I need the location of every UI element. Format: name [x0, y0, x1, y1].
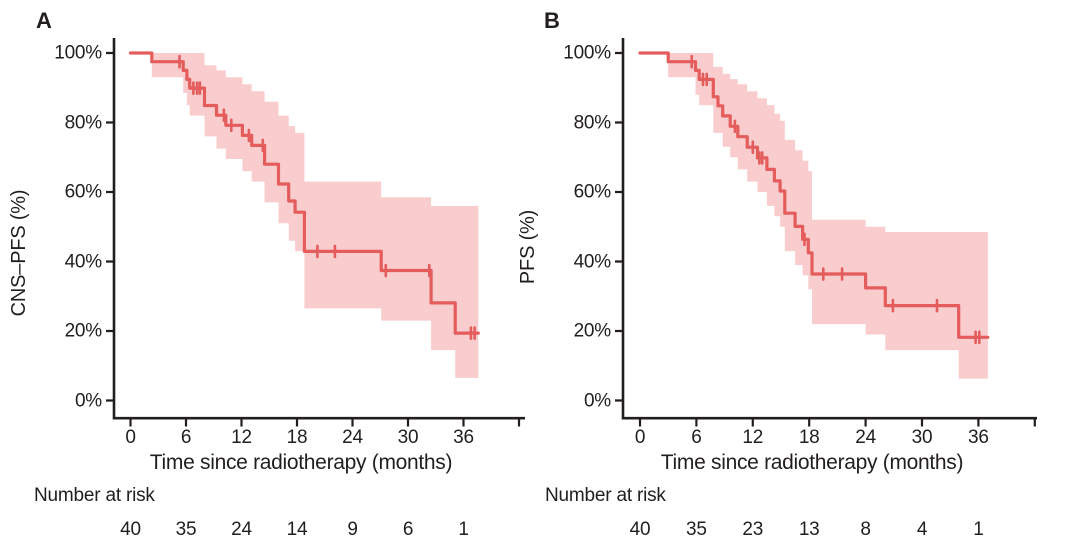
censor-marks-B — [690, 54, 981, 345]
axes-B — [621, 38, 1037, 420]
survival-curve-B — [638, 51, 990, 339]
censor-marks-A — [178, 54, 476, 340]
axis-ticks-B — [615, 51, 1036, 427]
survival-curve-A — [128, 51, 480, 335]
axis-ticks-A — [106, 51, 521, 427]
confidence-band-B — [668, 53, 988, 379]
axes-A — [112, 38, 525, 420]
confidence-band-A — [151, 53, 479, 378]
